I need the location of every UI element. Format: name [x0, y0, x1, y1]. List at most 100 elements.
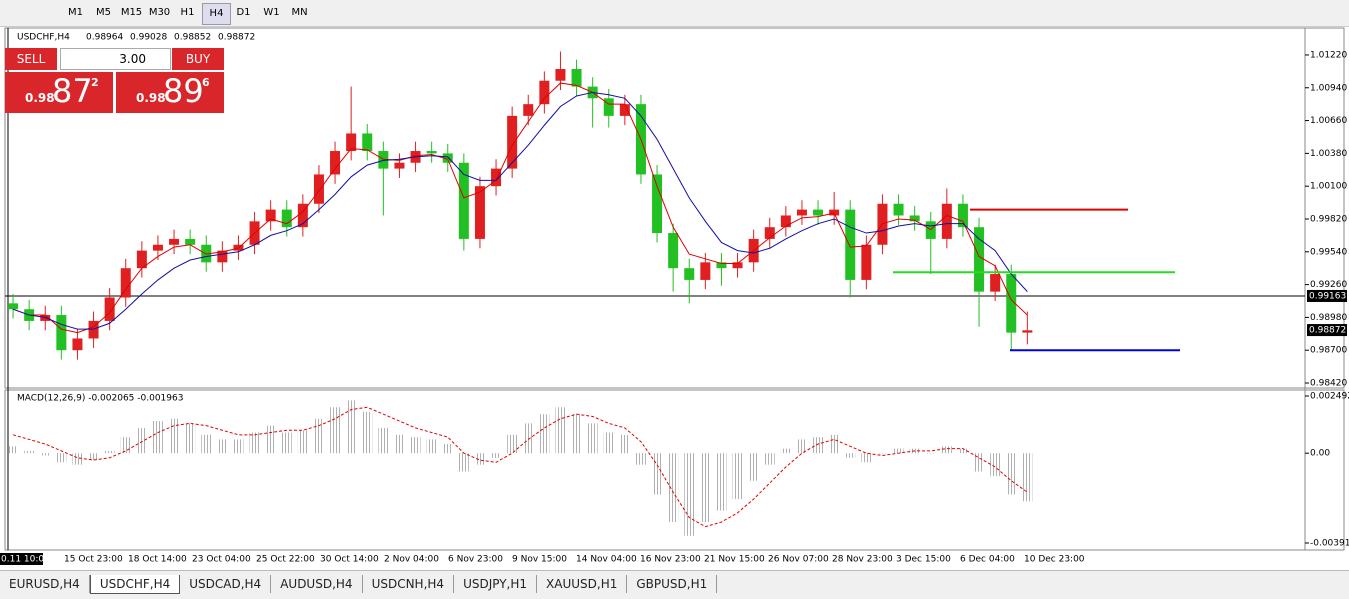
x-tick-label: 2 Nov 04:00 [384, 555, 439, 565]
timeframe-button[interactable]: H4 [202, 3, 231, 25]
timeframe-button[interactable]: H1 [180, 7, 195, 18]
candle-body [555, 69, 566, 81]
macd-bar [394, 434, 405, 454]
candle-body [909, 215, 920, 222]
level-label-bg [1307, 289, 1347, 302]
macd-bar [346, 400, 357, 454]
macd-bar [877, 453, 888, 454]
ohlc-label: 0.98852 [174, 33, 211, 43]
timeframe-button[interactable]: D1 [236, 7, 251, 18]
candle-body [668, 233, 679, 269]
candle-body [539, 80, 550, 105]
lots-input[interactable]: 3.00 [60, 48, 171, 70]
candle-body [217, 250, 228, 263]
macd-bar [88, 453, 99, 461]
symbol-tab[interactable]: USDCHF,H4 [89, 575, 181, 594]
candle-body [603, 98, 614, 116]
candle-body [152, 244, 163, 251]
macd-bar [861, 453, 872, 463]
candle-body [169, 238, 180, 245]
y-tick-label: -0.003913 [1310, 539, 1349, 549]
moving-average [12, 82, 1028, 334]
candle-body [813, 209, 824, 216]
candle-body [652, 174, 663, 234]
y-tick-label: 0.98420 [1310, 379, 1347, 389]
candle-body [136, 250, 147, 269]
macd-bar [587, 423, 598, 454]
symbol-tab[interactable]: USDJPY,H1 [454, 575, 538, 593]
symbol-tab[interactable]: AUDUSD,H4 [271, 575, 363, 593]
x-tick-label: 10 Dec 23:00 [1024, 555, 1085, 565]
candle-body [201, 244, 212, 263]
symbol-tab[interactable]: GBPUSD,H1 [627, 575, 718, 593]
timeframe-button[interactable]: M5 [96, 7, 111, 18]
macd-bar [523, 423, 534, 454]
macd-bar [619, 434, 630, 454]
macd-bar [635, 453, 646, 465]
candle-body [474, 186, 485, 239]
y-tick-label: 0.98700 [1310, 346, 1347, 356]
macd-bar [72, 453, 83, 465]
macd-bar [24, 450, 35, 454]
candle-body [297, 203, 308, 228]
macd-bar [990, 453, 1001, 477]
candle-body [458, 162, 469, 239]
candle-body [861, 244, 872, 280]
candle-body [40, 315, 51, 321]
macd-bar [571, 414, 582, 454]
macd-bar [249, 432, 260, 454]
candle-body [925, 221, 936, 239]
x-tick-label: 3 Dec 15:00 [896, 555, 951, 565]
buy-button[interactable]: BUY [172, 48, 224, 70]
price-panel [4, 27, 1345, 389]
candle-body [941, 203, 952, 239]
sell-button[interactable]: SELL [5, 48, 57, 70]
macd-bar [555, 407, 566, 454]
symbol-tab[interactable]: XAUUSD,H1 [537, 575, 628, 593]
timeframe-button[interactable]: M30 [148, 7, 171, 18]
macd-bar [941, 446, 952, 454]
macd-bar [813, 437, 824, 454]
macd-bar [1006, 453, 1017, 495]
candle-body [974, 227, 985, 292]
macd-bar [829, 434, 840, 454]
last-price-label: 0.98872 [1309, 326, 1346, 336]
sell-price[interactable]: 0.98 87 2 [5, 72, 113, 113]
ohlc-label: 0.99028 [130, 33, 167, 43]
sell-price-sup: 2 [91, 76, 99, 89]
moving-average [12, 91, 1028, 330]
candle-body [796, 209, 807, 216]
timeframe-button[interactable]: M15 [120, 7, 143, 18]
timeframe-button[interactable]: MN [291, 7, 308, 18]
timeframe-button[interactable]: W1 [263, 7, 280, 18]
ohlc-label: 0.98964 [86, 33, 123, 43]
macd-bar [603, 432, 614, 454]
macd-bar [716, 453, 727, 511]
candle-body [185, 238, 196, 245]
macd-bar [442, 444, 453, 454]
macd-bar [233, 439, 244, 454]
macd-bar [700, 453, 711, 523]
candle-body [426, 151, 437, 154]
level-label: 0.99163 [1309, 291, 1346, 301]
macd-bar [684, 453, 695, 536]
macd-bar [362, 411, 373, 454]
candle-body [507, 115, 518, 169]
candle-body [893, 203, 904, 216]
symbol-tabs: EURUSD,H4 USDCHF,H4 USDCAD,H4 AUDUSD,H4 USDC… [0, 570, 1349, 599]
symbol-tab[interactable]: USDCNH,H4 [363, 575, 455, 593]
buy-price[interactable]: 0.98 89 6 [116, 72, 224, 113]
timeframe-button[interactable]: M1 [68, 7, 83, 18]
symbol-tab[interactable]: USDCAD,H4 [180, 575, 272, 593]
candle-body [700, 262, 711, 280]
x-tick-label: 16 Nov 23:00 [640, 555, 701, 565]
candle-body [313, 174, 324, 204]
macd-bar [764, 453, 775, 465]
symbol-tab[interactable]: EURUSD,H4 [0, 575, 90, 593]
macd-bar [507, 434, 518, 454]
macd-bar [217, 439, 228, 454]
macd-bar [104, 450, 115, 454]
macd-bar [120, 437, 131, 454]
x-tick-label: 6 Nov 23:00 [448, 555, 503, 565]
